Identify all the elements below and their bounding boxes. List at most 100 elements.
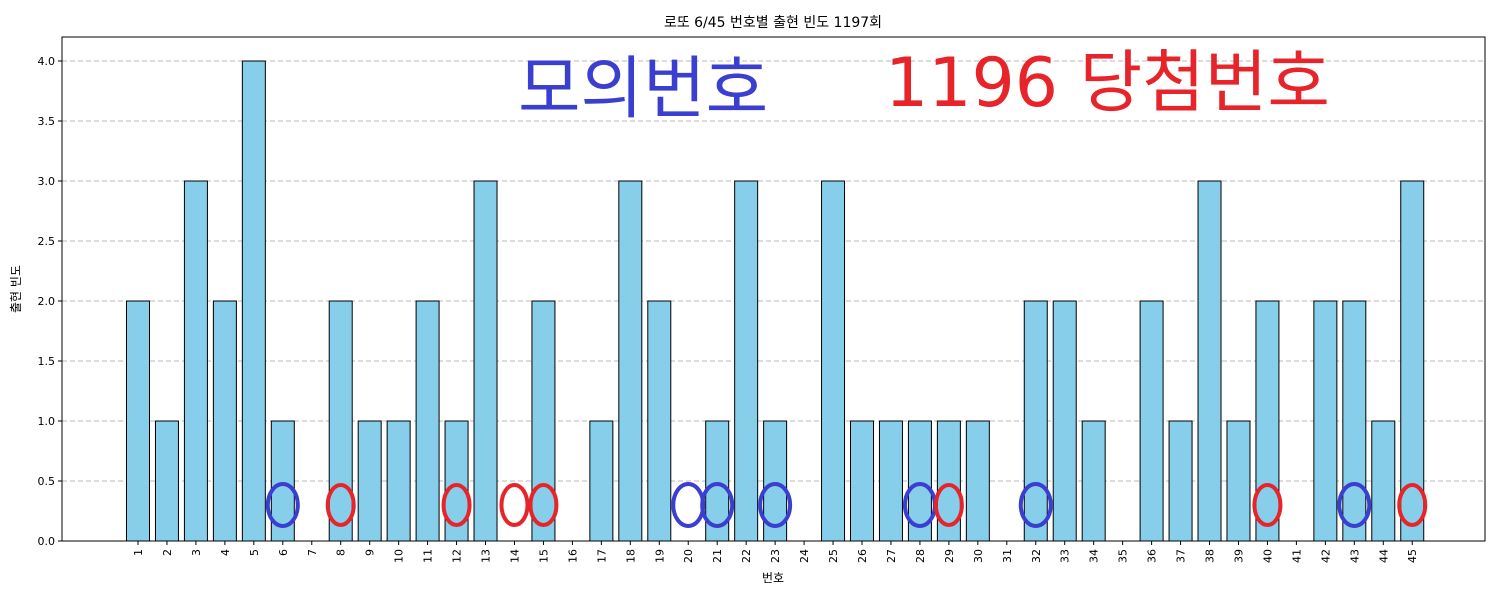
bar <box>965 420 990 542</box>
x-tick-label: 16 <box>566 549 579 563</box>
bars-group <box>126 60 1425 542</box>
red-circle-mark <box>441 483 472 527</box>
blue-circle-mark <box>1337 482 1372 528</box>
x-tick-label: 20 <box>682 549 695 563</box>
bar <box>821 180 846 542</box>
bar <box>850 420 874 542</box>
blue-circle-mark <box>700 482 735 528</box>
x-tick-label: 37 <box>1175 549 1188 563</box>
y-tick-label: 3.5 <box>38 115 56 128</box>
circle-marks <box>265 482 1428 528</box>
bar <box>183 180 208 542</box>
bar <box>415 300 440 542</box>
x-axis: 1 2 3 4 5 6 7 8 9 10 11 12 13 14 15 16 17 18 19 20 21 22 23 24 2… <box>132 541 1419 563</box>
bar <box>1081 420 1106 542</box>
x-tick-label: 35 <box>1117 549 1130 563</box>
x-tick-label: 6 <box>277 549 290 556</box>
x-axis-label: 번호 <box>762 571 784 585</box>
bar <box>1197 180 1222 542</box>
red-circle-mark <box>933 483 964 527</box>
y-tick-label: 0.5 <box>38 475 56 488</box>
x-tick-label: 27 <box>885 549 898 563</box>
x-tick-label: 25 <box>827 549 840 563</box>
y-axis: 0.0 0.5 1.0 1.5 2.0 2.5 3.0 3.5 4.0 <box>38 55 62 548</box>
x-tick-label: 36 <box>1146 549 1159 563</box>
bar <box>1052 300 1077 542</box>
x-tick-label: 42 <box>1319 549 1332 563</box>
x-tick-label: 22 <box>740 549 753 563</box>
bar <box>1255 300 1280 542</box>
bar <box>589 420 614 542</box>
x-tick-label: 26 <box>856 549 869 563</box>
x-tick-label: 15 <box>537 549 550 563</box>
bar <box>1342 300 1367 542</box>
blue-circle-mark <box>758 482 793 528</box>
bar <box>126 300 150 542</box>
x-tick-label: 19 <box>653 549 666 563</box>
bar <box>212 300 237 542</box>
x-tick-label: 9 <box>364 549 377 556</box>
blue-circle-mark <box>265 482 300 528</box>
x-tick-label: 18 <box>624 549 637 563</box>
x-tick-label: 7 <box>306 549 319 556</box>
red-circle-mark <box>528 483 559 527</box>
x-tick-label: 23 <box>769 549 782 563</box>
x-tick-label: 45 <box>1406 549 1419 563</box>
bar <box>618 180 643 542</box>
handwritten-red-annotation: 1196 당첨번호 <box>885 44 1330 123</box>
bar <box>1313 300 1338 542</box>
x-tick-label: 33 <box>1059 549 1072 563</box>
x-tick-label: 40 <box>1261 549 1274 563</box>
x-tick-label: 24 <box>798 549 811 563</box>
bar <box>1023 300 1048 542</box>
bar <box>734 180 759 542</box>
x-tick-label: 8 <box>335 549 348 556</box>
bar <box>1168 420 1193 542</box>
x-tick-label: 43 <box>1348 549 1361 563</box>
x-tick-label: 29 <box>943 549 956 563</box>
blue-circle-mark <box>1018 482 1053 528</box>
x-tick-label: 31 <box>1001 549 1014 563</box>
y-tick-label: 1.0 <box>38 415 56 428</box>
chart-title: 로또 6/45 번호별 출현 빈도 1197회 <box>664 15 882 31</box>
x-tick-label: 3 <box>190 549 203 556</box>
x-tick-label: 2 <box>161 549 174 556</box>
x-tick-label: 28 <box>914 549 927 563</box>
red-circle-mark <box>1397 483 1428 527</box>
x-tick-label: 32 <box>1030 549 1043 563</box>
bar <box>531 300 556 542</box>
bar <box>357 420 382 542</box>
red-circle-mark <box>1252 483 1283 527</box>
y-axis-label: 출현 빈도 <box>9 265 23 313</box>
bar <box>1139 300 1164 542</box>
y-tick-label: 2.5 <box>38 235 56 248</box>
x-tick-label: 41 <box>1290 549 1303 563</box>
bar <box>647 300 672 542</box>
x-tick-label: 21 <box>711 549 724 563</box>
x-tick-label: 11 <box>422 549 435 563</box>
bar <box>386 420 411 542</box>
x-tick-label: 30 <box>972 549 985 563</box>
x-tick-label: 17 <box>595 549 608 563</box>
bar <box>154 420 179 542</box>
blue-circle-mark <box>671 482 706 528</box>
handwritten-blue-annotation: 모의번호 <box>518 50 768 129</box>
x-tick-label: 5 <box>248 549 261 556</box>
y-tick-label: 2.0 <box>38 295 56 308</box>
x-tick-label: 39 <box>1232 549 1245 563</box>
x-tick-label: 12 <box>451 549 464 563</box>
bar <box>241 60 266 542</box>
x-tick-label: 4 <box>219 549 232 556</box>
red-circle-mark <box>499 483 530 527</box>
y-tick-label: 0.0 <box>38 535 56 548</box>
x-tick-label: 10 <box>393 549 406 563</box>
x-tick-label: 38 <box>1204 549 1217 563</box>
x-tick-label: 1 <box>132 549 145 556</box>
y-tick-label: 1.5 <box>38 355 56 368</box>
bar <box>473 180 498 542</box>
x-tick-label: 14 <box>508 549 521 563</box>
bar <box>1371 420 1396 542</box>
x-tick-label: 44 <box>1377 549 1390 563</box>
bar <box>878 420 903 542</box>
